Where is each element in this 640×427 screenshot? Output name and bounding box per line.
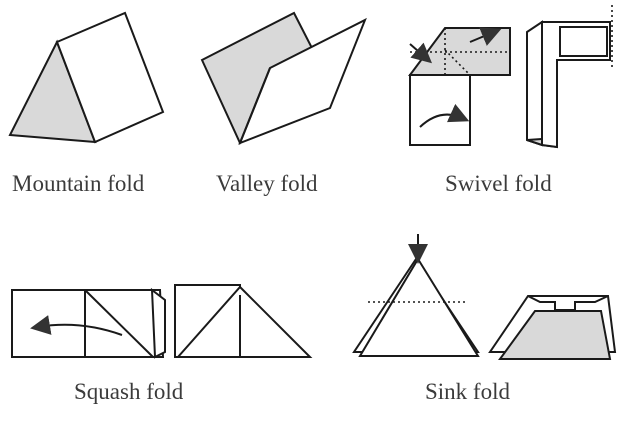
squash-fold-back-sheet [11, 289, 165, 358]
squash-fold-label: Squash fold [74, 379, 184, 404]
sink-fold-front-triangle [358, 257, 480, 357]
swivel-fold-label: Swivel fold [445, 171, 552, 196]
squash-fold-illustration [11, 284, 313, 359]
swivel-fold-turn-arrow [469, 27, 502, 46]
squash-fold-folded-edge [150, 287, 166, 359]
swivel-fold-push-arrow [409, 42, 433, 64]
mountain-fold-label: Mountain fold [12, 171, 145, 196]
swivel-fold-inner-flap [559, 26, 608, 57]
sink-fold-illustration [352, 234, 617, 360]
valley-fold-crease [239, 67, 271, 144]
swivel-fold-lower-square [409, 74, 471, 146]
squash-fold-curved-arrow [30, 315, 123, 336]
mountain-fold-illustration [8, 11, 165, 144]
swivel-fold-dotted-crease [444, 49, 471, 76]
swivel-fold-side-face [526, 20, 543, 147]
valley-fold-illustration [200, 11, 367, 145]
swivel-fold-curved-arrow [419, 103, 470, 128]
swivel-fold-illustration [408, 5, 613, 149]
mountain-fold-front-face [55, 11, 165, 144]
sink-fold-shaded-trapezoid [498, 310, 612, 360]
squash-fold-diagonal-crease [84, 289, 154, 358]
valley-fold-label: Valley fold [216, 171, 318, 196]
sink-fold-label: Sink fold [425, 379, 510, 404]
squash-fold-triangle [175, 285, 313, 358]
